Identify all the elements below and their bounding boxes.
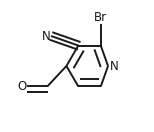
Text: O: O xyxy=(18,80,27,93)
Text: Br: Br xyxy=(94,11,107,24)
Text: N: N xyxy=(110,60,119,72)
Text: N: N xyxy=(42,30,51,43)
